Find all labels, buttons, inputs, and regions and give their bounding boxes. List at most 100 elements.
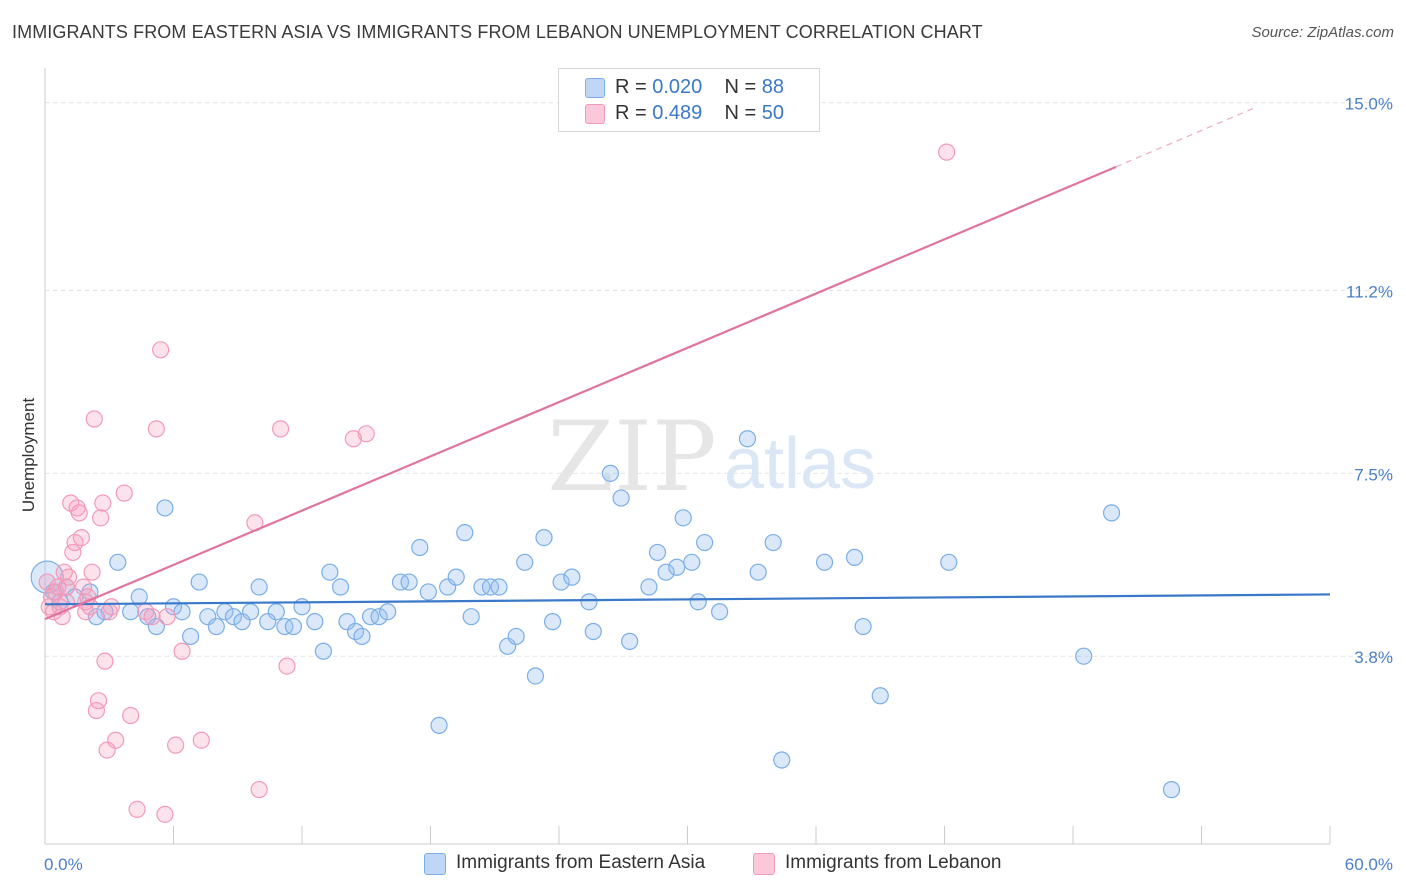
- lebanon-point: [128, 800, 146, 819]
- lebanon-point: [92, 509, 110, 527]
- eastern-asia-point: [601, 464, 620, 482]
- eastern-asia-point: [462, 608, 480, 626]
- eastern-asia-point: [1162, 781, 1181, 799]
- eastern-asia-point: [321, 563, 339, 581]
- eastern-asia-point: [815, 553, 834, 571]
- eastern-asia-point: [370, 608, 388, 626]
- eastern-asia-point: [207, 617, 225, 636]
- eastern-asia-point: [379, 603, 397, 621]
- lebanon-point: [938, 143, 956, 161]
- lebanon-point: [167, 736, 185, 754]
- eastern-asia-point: [1075, 647, 1093, 665]
- eastern-asia-point: [109, 553, 127, 571]
- lebanon-point: [271, 420, 290, 438]
- eastern-asia-point: [293, 598, 311, 616]
- legend: R = 0.020 N = 88 R = 0.489 N = 50: [558, 68, 820, 132]
- y-tick-label: 15.0%: [1345, 95, 1393, 114]
- eastern-asia-point: [1102, 504, 1121, 522]
- lebanon-point: [143, 608, 161, 626]
- eastern-asia-point: [147, 617, 165, 636]
- legend-n-label: N =: [724, 76, 757, 98]
- eastern-asia-point: [674, 509, 692, 527]
- eastern-asia-point: [535, 528, 553, 547]
- legend-r-value-lebanon: 0.489: [652, 102, 703, 124]
- lebanon-point: [344, 430, 362, 448]
- eastern-asia-point: [543, 613, 562, 631]
- data-points: [30, 143, 1181, 823]
- eastern-asia-point: [130, 588, 148, 606]
- bottom-legend-label-lebanon: Immigrants from Lebanon: [785, 852, 1002, 873]
- lebanon-point: [72, 528, 91, 547]
- eastern-asia-point: [242, 603, 260, 621]
- eastern-asia-point: [190, 573, 208, 591]
- watermark: ZIP atlas: [547, 401, 876, 513]
- eastern-asia-point: [122, 603, 140, 621]
- bottom-legend-swatch-lebanon: [753, 853, 775, 875]
- eastern-asia-point: [640, 578, 658, 596]
- eastern-asia-point: [854, 617, 872, 636]
- y-tick-label: 7.5%: [1354, 465, 1393, 484]
- eastern-asia-point: [773, 751, 791, 769]
- eastern-asia-point: [507, 627, 525, 646]
- eastern-asia-point: [411, 538, 429, 557]
- eastern-asia-point: [580, 593, 598, 611]
- grid-lines: [45, 102, 1392, 657]
- eastern-asia-point: [182, 627, 200, 646]
- eastern-asia-point: [490, 578, 508, 596]
- eastern-asia-point: [447, 568, 465, 586]
- trend-lines: [44, 107, 1331, 621]
- lebanon-trend-line: [44, 165, 1117, 621]
- eastern-asia-point: [306, 613, 324, 631]
- legend-r-label: R =: [615, 102, 647, 124]
- lebanon-point: [357, 425, 375, 443]
- tick-labels: 3.8% 7.5% 11.2% 15.0% 0.0% 60.0%: [44, 95, 1393, 874]
- lebanon-point: [156, 805, 174, 823]
- eastern-asia-point: [696, 533, 714, 552]
- eastern-asia-point: [456, 524, 474, 542]
- eastern-asia-trend-line: [44, 593, 1331, 606]
- eastern-asia-point: [749, 563, 767, 581]
- lebanon-point: [85, 410, 103, 428]
- eastern-asia-point: [314, 642, 333, 660]
- lebanon-point: [59, 568, 78, 586]
- legend-r-value-eastern-asia: 0.020: [652, 76, 703, 98]
- eastern-asia-point: [940, 553, 958, 571]
- lebanon-point: [83, 563, 101, 581]
- legend-swatch-eastern-asia: [585, 78, 605, 98]
- legend-n-value-eastern-asia: 88: [761, 76, 785, 98]
- eastern-asia-point: [764, 533, 782, 552]
- chart-title: IMMIGRANTS FROM EASTERN ASIA VS IMMIGRAN…: [12, 22, 983, 42]
- eastern-asia-point: [430, 716, 448, 734]
- eastern-asia-point: [267, 603, 285, 621]
- eastern-asia-point: [526, 667, 545, 685]
- eastern-asia-point: [563, 568, 581, 586]
- bottom-legend-label-eastern-asia: Immigrants from Eastern Asia: [456, 852, 706, 873]
- eastern-asia-point: [584, 622, 602, 641]
- legend-swatch-lebanon: [585, 104, 605, 124]
- lebanon-point: [158, 608, 176, 626]
- eastern-asia-point: [657, 563, 675, 581]
- eastern-asia-point: [845, 548, 864, 566]
- eastern-asia-point: [331, 578, 350, 596]
- legend-n-label: N =: [724, 102, 757, 124]
- eastern-asia-point: [738, 430, 757, 448]
- lebanon-point: [152, 341, 170, 359]
- eastern-asia-point: [552, 573, 570, 591]
- y-axis-label: Unemployment: [19, 398, 38, 513]
- lebanon-point: [122, 706, 140, 725]
- axes: [44, 68, 1331, 845]
- lebanon-point: [94, 494, 112, 512]
- lebanon-point: [74, 578, 93, 596]
- eastern-asia-point: [612, 489, 630, 507]
- eastern-asia-point: [621, 632, 639, 650]
- x-tick-label-max: 60.0%: [1345, 855, 1393, 874]
- legend-n-value-lebanon: 50: [761, 102, 785, 124]
- lebanon-point: [192, 731, 210, 749]
- lebanon-point: [115, 484, 133, 502]
- x-tick-label-min: 0.0%: [44, 855, 83, 874]
- eastern-asia-point: [516, 553, 534, 571]
- lebanon-trend-extension: [1115, 107, 1256, 168]
- bottom-legend-swatch-eastern-asia: [424, 853, 446, 875]
- eastern-asia-point: [648, 543, 667, 562]
